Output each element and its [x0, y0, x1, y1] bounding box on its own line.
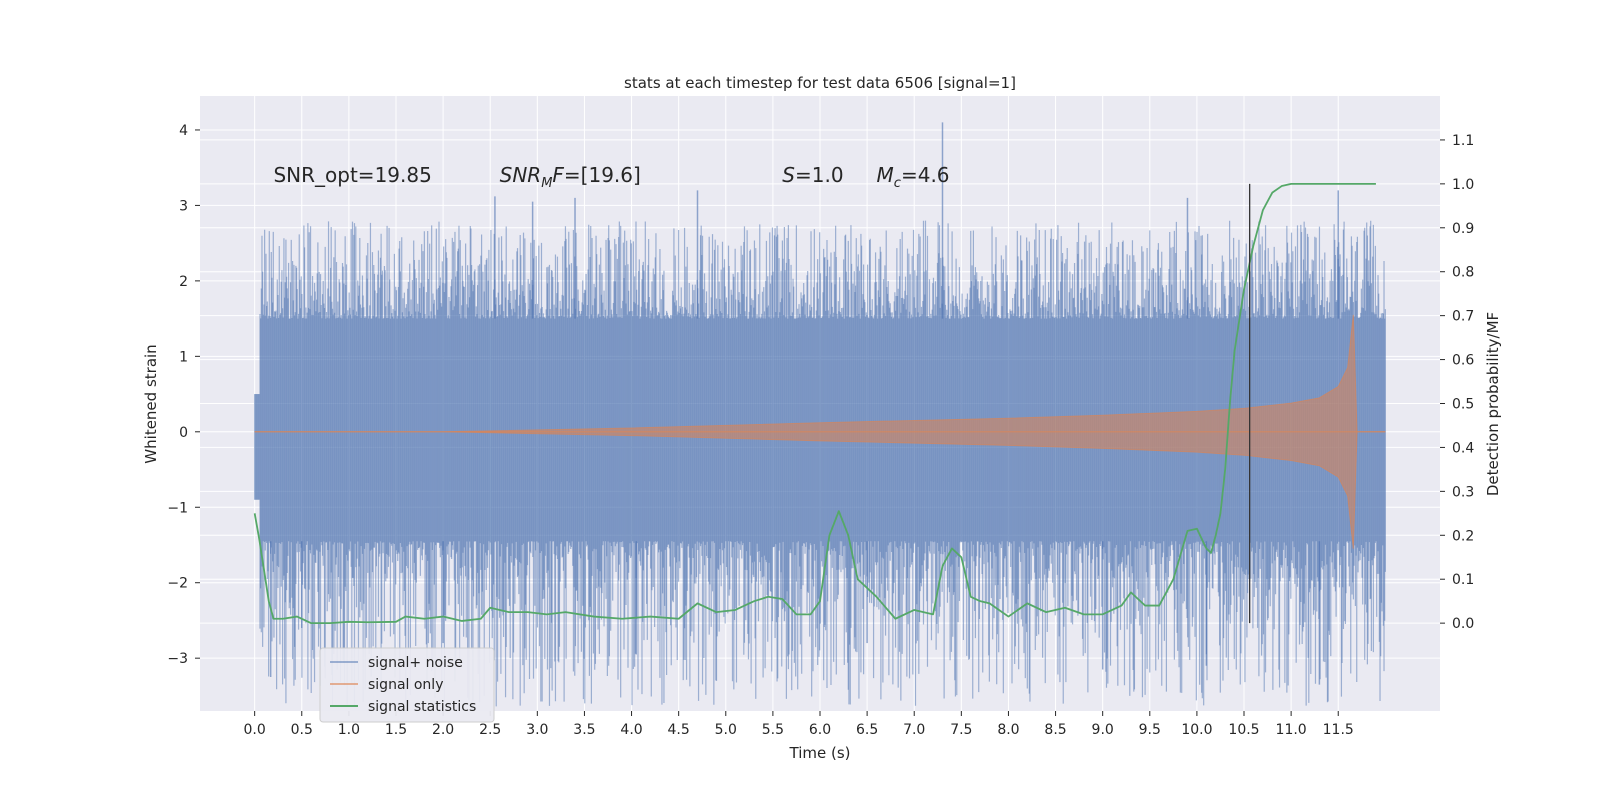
- yr-tick-label-2: 0.2: [1452, 528, 1474, 544]
- x-tick-label-18: 9.0: [1092, 722, 1114, 738]
- x-tick-label-23: 11.5: [1323, 722, 1354, 738]
- legend-box: [319, 647, 495, 723]
- legend-label-noise: signal+ noise: [368, 655, 463, 671]
- x-tick-label-3: 1.5: [385, 722, 407, 738]
- yr-tick-label-6: 0.6: [1452, 353, 1474, 369]
- x-tick-label-11: 5.5: [762, 722, 784, 738]
- yr-tick-label-5: 0.5: [1452, 397, 1474, 413]
- x-tick-label-21: 10.5: [1228, 722, 1259, 738]
- x-tick-label-15: 7.5: [950, 722, 972, 738]
- x-tick-label-1: 0.5: [291, 722, 313, 738]
- x-tick-label-19: 9.5: [1139, 722, 1161, 738]
- y-axis-left-label: Whitened strain: [142, 344, 160, 463]
- x-tick-label-14: 7.0: [903, 722, 925, 738]
- signal-statistics-line: [253, 182, 1376, 625]
- x-tick-label-20: 10.0: [1181, 722, 1212, 738]
- signal-statistics-series: [253, 182, 1376, 625]
- signal-only-series: [254, 314, 1386, 549]
- x-tick-label-22: 11.0: [1276, 722, 1307, 738]
- x-tick-label-9: 4.5: [668, 722, 690, 738]
- yr-tick-label-11: 1.1: [1452, 133, 1474, 149]
- annotations: SNR_opt=19.85 SNRMF=[19.6] S=1.0 Mc=4.6: [273, 163, 949, 191]
- yr-tick-label-4: 0.4: [1452, 440, 1474, 456]
- yl-tick-label-6: 3: [179, 198, 188, 214]
- yl-tick-label-0: −3: [167, 651, 188, 667]
- x-tick-label-5: 2.5: [479, 722, 501, 738]
- yl-tick-label-3: 0: [179, 425, 188, 441]
- x-tick-label-16: 8.0: [997, 722, 1019, 738]
- y-axis-right-ticks: 0.0 0.1 0.2 0.3 0.4 0.5 0.6 0.7 0.8 0.9 1.0 1.1: [1440, 133, 1474, 632]
- x-axis-label: Time (s): [789, 744, 851, 762]
- y-axis-left-ticks: −3 −2 −1 0 1 2 3 4: [167, 123, 200, 667]
- yl-tick-label-1: −2: [167, 576, 188, 592]
- annotation-1: SNRMF=[19.6]: [500, 163, 641, 191]
- signal-noise-series: [254, 122, 1386, 707]
- x-tick-label-0: 0.0: [244, 722, 266, 738]
- legend-label-signal: signal only: [368, 677, 443, 693]
- yr-tick-label-8: 0.8: [1452, 265, 1474, 281]
- x-axis-ticks: 0.0 0.5 1.0 1.5 2.0 2.5 3.0 3.5 4.0 4.5 5.0 5.5 6.0 6…: [244, 711, 1354, 738]
- x-tick-label-17: 8.5: [1044, 722, 1066, 738]
- legend-label-statistics: signal statistics: [368, 699, 476, 715]
- yl-tick-label-2: −1: [167, 500, 188, 516]
- yr-tick-label-10: 1.0: [1452, 177, 1474, 193]
- yl-tick-label-5: 2: [179, 274, 188, 290]
- yr-tick-label-1: 0.1: [1452, 572, 1474, 588]
- x-tick-label-6: 3.0: [526, 722, 548, 738]
- yr-tick-label-7: 0.7: [1452, 309, 1474, 325]
- legend: signal+ noise signal only signal statist…: [319, 647, 495, 723]
- x-tick-label-4: 2.0: [432, 722, 454, 738]
- x-tick-label-2: 1.0: [338, 722, 360, 738]
- annotation-3: Mc=4.6: [877, 163, 950, 191]
- x-tick-label-7: 3.5: [573, 722, 595, 738]
- yl-tick-label-4: 1: [179, 349, 188, 365]
- x-tick-label-8: 4.0: [620, 722, 642, 738]
- x-tick-label-13: 6.5: [856, 722, 878, 738]
- y-axis-right-label: Detection probability/MF: [1484, 312, 1502, 496]
- chart-title: stats at each timestep for test data 650…: [624, 74, 1016, 92]
- yr-tick-label-0: 0.0: [1452, 616, 1474, 632]
- annotation-2: S=1.0: [782, 163, 843, 187]
- yr-tick-label-9: 0.9: [1452, 221, 1474, 237]
- x-tick-label-10: 5.0: [715, 722, 737, 738]
- yr-tick-label-3: 0.3: [1452, 484, 1474, 500]
- annotation-0: SNR_opt=19.85: [273, 163, 431, 187]
- x-tick-label-12: 6.0: [809, 722, 831, 738]
- yl-tick-label-7: 4: [179, 123, 188, 139]
